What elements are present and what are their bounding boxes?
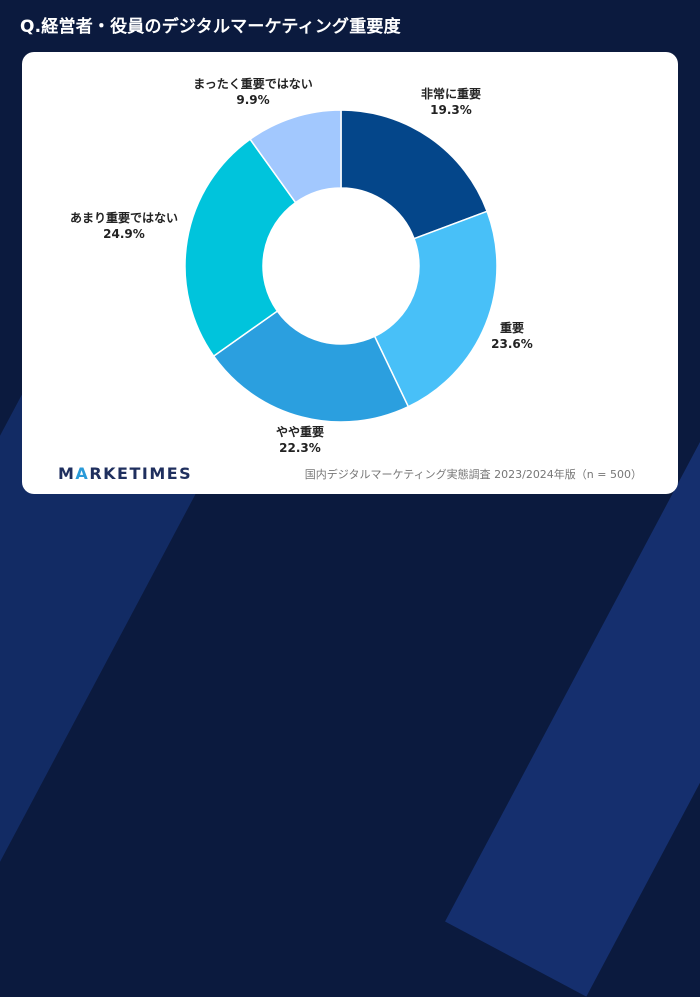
marketimes-logo: MARKETIMES — [58, 464, 193, 483]
slice-value-somewhat-important: 22.3% — [279, 441, 321, 455]
slice-value-not-important-at-all: 9.9% — [236, 93, 269, 107]
slice-somewhat-important — [212, 310, 410, 423]
slice-not-very-important — [184, 138, 297, 358]
page-title: Q.経営者・役員のデジタルマーケティング重要度 — [20, 17, 401, 37]
slice-not-important-at-all — [249, 109, 342, 204]
slice-label-somewhat-important: やや重要 — [276, 424, 324, 439]
slice-label-not-important-at-all: まったく重要ではない — [193, 76, 313, 91]
slice-important — [373, 210, 498, 408]
slice-label-important: 重要 — [500, 320, 524, 335]
slice-label-not-very-important: あまり重要ではない — [70, 210, 178, 225]
slice-label-very-important: 非常に重要 — [421, 86, 481, 101]
source-note: 国内デジタルマーケティング実態調査 2023/2024年版（n = 500） — [304, 468, 642, 481]
slice-very-important — [340, 109, 489, 240]
slice-value-very-important: 19.3% — [430, 103, 472, 117]
slice-value-not-very-important: 24.9% — [103, 227, 145, 241]
slice-value-important: 23.6% — [491, 337, 533, 351]
donut-chart: 非常に重要 19.3% 重要 23.6% やや重要 22.3% あまり重要ではない 24.9%… — [70, 76, 533, 455]
chart-card: 非常に重要 19.3% 重要 23.6% やや重要 22.3% あまり重要ではない 24.9%… — [22, 52, 678, 494]
